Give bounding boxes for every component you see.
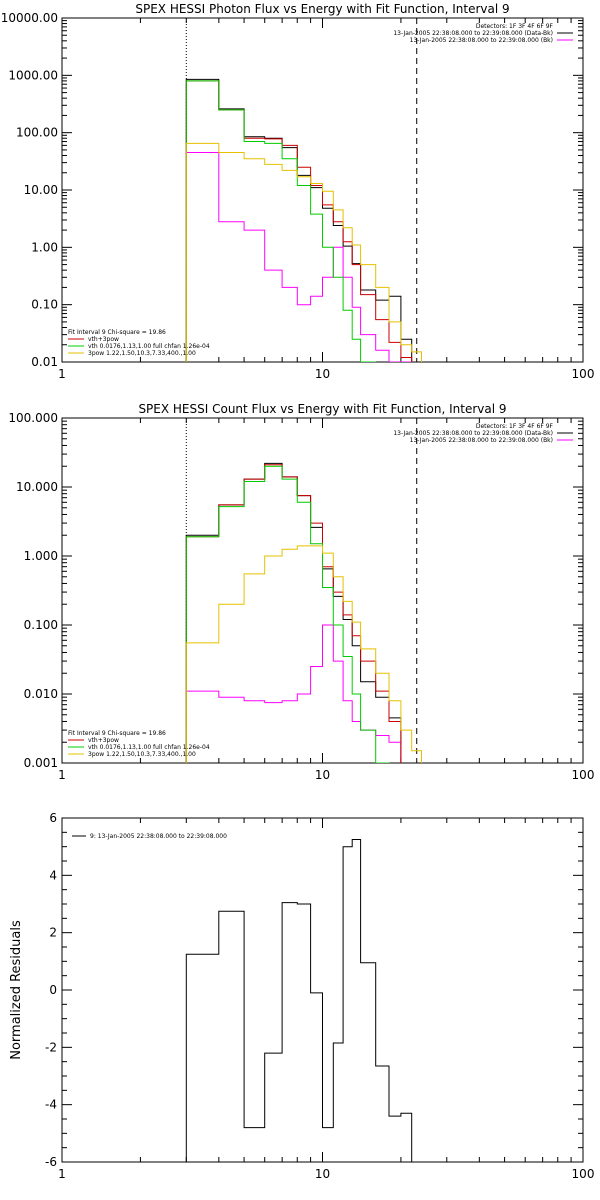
series-line-0 — [185, 839, 413, 1162]
y-tick-label: 1.000 — [24, 549, 58, 563]
x-tick-label: 1 — [58, 1167, 66, 1181]
plot-frame — [61, 417, 584, 764]
series-line-4 — [185, 142, 422, 362]
y-tick-label: -2 — [45, 1040, 57, 1054]
y-tick-label: -4 — [45, 1098, 57, 1112]
x-tick-label: 10 — [315, 367, 330, 381]
bottom-legend-entry: vth 0.0176,1.13,1.00 full chfan 1.26e-04 — [88, 744, 210, 751]
y-tick-label: 1000.00 — [8, 68, 58, 82]
bottom-legend-entry: 3pow 1.22,1.50,10.3,7.33,400.,1.00 — [88, 751, 196, 758]
series-line-0 — [185, 78, 413, 362]
bottom-legend-entry: vth+3pow — [88, 336, 119, 343]
chart-title: SPEX HESSI Count Flux vs Energy with Fit… — [138, 402, 506, 416]
x-tick-label: 1 — [58, 367, 66, 381]
top-legend-entry: 13-Jan-2005 22:38:08.000 to 22:39:08.000… — [393, 30, 553, 37]
top-legend-entry: Detectors: 1F 3F 4F 6F 9F — [476, 23, 554, 30]
y-axis-label: Normalized Residuals — [9, 920, 24, 1060]
chart-title: SPEX HESSI Photon Flux vs Energy with Fi… — [135, 2, 509, 16]
x-tick-label: 100 — [572, 367, 595, 381]
series-line-3 — [185, 80, 377, 362]
top-legend-entry: 13-Jan-2005 22:38:08.000 to 22:39:08.000… — [393, 430, 553, 437]
y-tick-label: 0 — [49, 983, 57, 997]
y-tick-label: 2 — [49, 926, 57, 940]
bottom-legend-entry: Fit Interval 9 Chi-square = 19.86 — [68, 730, 166, 737]
y-tick-label: 0.001 — [24, 756, 58, 770]
y-tick-label: -6 — [45, 1155, 57, 1169]
y-tick-label: 0.01 — [31, 355, 58, 369]
y-tick-label: 0.100 — [24, 618, 58, 632]
y-tick-label: 4 — [49, 868, 57, 882]
bottom-legend-entry: vth+3pow — [88, 737, 119, 744]
y-tick-label: 10.00 — [24, 183, 58, 197]
series-line-1 — [185, 624, 402, 763]
bottom-legend-entry: vth 0.0176,1.13,1.00 full chfan 1.26e-04 — [88, 343, 210, 350]
x-tick-label: 10 — [315, 1167, 330, 1181]
y-tick-label: 0.10 — [31, 298, 58, 312]
y-tick-label: 100.00 — [16, 126, 58, 140]
y-tick-label: 0.010 — [24, 687, 58, 701]
series-line-2 — [185, 80, 413, 362]
legend-entry: 9: 13-Jan-2005 22:38:08.000 to 22:39:08.… — [90, 833, 227, 840]
y-tick-label: 1.00 — [31, 240, 58, 254]
y-tick-label: 100.000 — [8, 411, 58, 425]
y-tick-label: 6 — [49, 811, 57, 825]
series-line-4 — [185, 545, 422, 763]
x-tick-label: 100 — [572, 1167, 595, 1181]
bottom-legend-entry: 3pow 1.22,1.50,10.3,7.33,400.,1.00 — [88, 350, 196, 357]
residuals-panel: 1 10 100 -6 -4 -2 0 2 4 6 Normalized Residuals 9: 1… — [9, 811, 595, 1181]
series-group — [185, 839, 413, 1162]
series-line-1 — [185, 152, 413, 362]
top-legend-entry: 13-Jan-2005 22:38:08.000 to 22:39:08.000… — [410, 437, 553, 444]
x-tick-label: 1 — [58, 768, 66, 782]
series-group — [185, 462, 422, 763]
count-flux-panel: SPEX HESSI Count Flux vs Energy with Fit… — [8, 402, 595, 782]
y-tick-label: 10.000 — [16, 480, 58, 494]
x-tick-label: 10 — [315, 768, 330, 782]
series-line-3 — [185, 465, 390, 763]
photon-flux-panel: SPEX HESSI Photon Flux vs Energy with Fi… — [1, 2, 595, 381]
y-tick-label: 10000.00 — [1, 11, 58, 25]
bottom-legend-entry: Fit Interval 9 Chi-square = 19.86 — [68, 329, 166, 336]
top-legend-entry: 13-Jan-2005 22:38:08.000 to 22:39:08.000… — [410, 37, 553, 44]
x-tick-label: 100 — [572, 768, 595, 782]
top-legend-entry: Detectors: 1F 3F 4F 6F 9F — [476, 423, 554, 430]
series-group — [185, 78, 422, 362]
